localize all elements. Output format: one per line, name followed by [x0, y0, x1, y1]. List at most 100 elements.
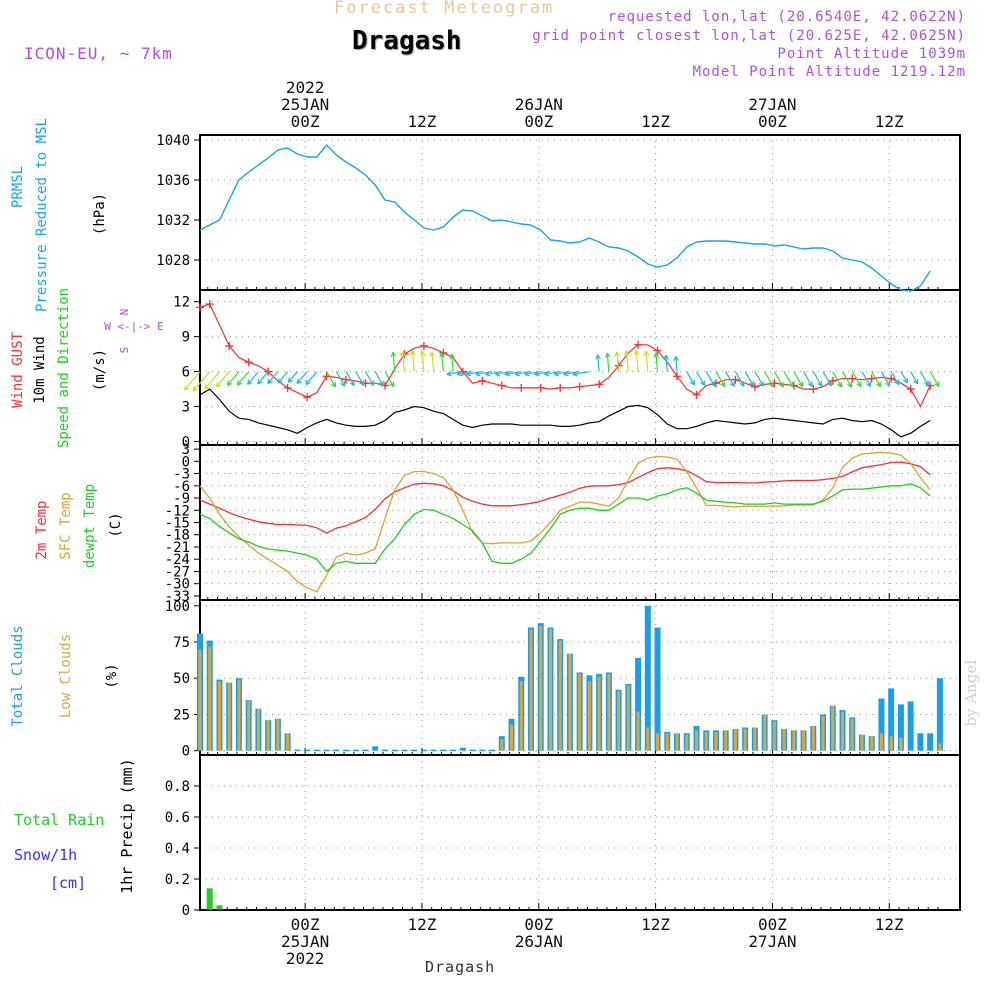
- low-cloud-bar: [733, 728, 737, 751]
- temp2m-line: [199, 461, 931, 534]
- wind-arrow-head: [429, 351, 436, 357]
- total-cloud-bar: [635, 657, 642, 751]
- top-time-label: 26JAN: [515, 95, 563, 114]
- wind-arrow: [803, 371, 813, 387]
- wind-arrow-head: [846, 382, 853, 388]
- wind-arrow: [822, 371, 832, 387]
- low-cloud-bar: [724, 730, 728, 751]
- low-cloud-bar: [286, 733, 290, 751]
- wind-arrow: [606, 352, 610, 372]
- temperature-panel: 30-3-6-9-12-15-18-21-24-27-30-33: [165, 442, 961, 605]
- wind-arrow-head: [389, 381, 395, 388]
- wind-arrow: [296, 371, 308, 384]
- wind-arrow: [441, 352, 444, 372]
- top-time-label: 00Z: [524, 112, 553, 131]
- wind-arrow: [890, 371, 900, 385]
- wind-arrow: [764, 371, 774, 388]
- wind-arrow-head: [748, 380, 755, 387]
- y-tick-label: -3: [173, 467, 190, 483]
- low-cloud-bar: [811, 726, 815, 751]
- gust-marker: [283, 383, 292, 392]
- y-tick-label: 0.4: [165, 841, 190, 857]
- total-cloud-bar: [917, 733, 924, 751]
- compass-s: S: [118, 347, 131, 354]
- wind-arrow-head: [903, 377, 909, 384]
- bottom-time-label: 26JAN: [515, 932, 563, 951]
- sfc-temp-label: SFC Temp: [58, 492, 74, 559]
- wind-arrow: [880, 371, 891, 387]
- bottom-time-label: 12Z: [408, 915, 437, 934]
- wind-arrow-head: [856, 381, 862, 388]
- supertitle: Forecast Meteogram: [334, 0, 555, 18]
- clouds-unit: (%): [104, 663, 120, 688]
- y-tick-label: -18: [165, 528, 190, 544]
- wind-arrow: [871, 371, 881, 387]
- gust-marker: [731, 375, 740, 384]
- low-cloud-bar: [626, 685, 630, 751]
- closest-coords: grid point closest lon,lat (20.625E, 42.…: [532, 28, 966, 44]
- gust-marker: [673, 372, 682, 381]
- total-cloud-bar: [878, 698, 885, 751]
- wind-arrow: [655, 352, 659, 372]
- pressure-label: PRMSL: [10, 166, 26, 208]
- low-cloud-bar: [198, 649, 202, 751]
- wind-arrow: [277, 371, 289, 384]
- wind-arrow: [257, 371, 269, 385]
- gust-marker: [225, 341, 234, 350]
- gust-marker: [906, 385, 915, 394]
- wind-arrow: [744, 371, 754, 387]
- low-cloud-bar: [899, 737, 903, 751]
- gust-marker: [653, 346, 662, 355]
- wind-arrow-head: [236, 380, 243, 386]
- wind-arrow: [402, 351, 406, 372]
- low-cloud-bar: [607, 673, 611, 751]
- wind-arrow-head: [798, 381, 804, 388]
- total-cloud-bar: [644, 605, 651, 751]
- wind-arrow: [841, 371, 853, 388]
- wind-arrow-head: [689, 379, 695, 386]
- low-cloud-bar: [617, 691, 621, 751]
- top-time-label: 12Z: [408, 112, 437, 131]
- wind-arrow: [675, 356, 678, 372]
- wind-arrow: [725, 371, 735, 387]
- y-tick-label: 1032: [156, 213, 190, 229]
- top-time-label: 00Z: [758, 112, 787, 131]
- wind-arrow: [226, 371, 240, 386]
- wind-arrow: [384, 371, 395, 387]
- low-cloud-bar: [500, 739, 504, 751]
- wind-arrow-head: [768, 381, 775, 388]
- wind-arrow: [192, 371, 211, 392]
- wind-arrow: [411, 350, 415, 372]
- wind-arrow: [204, 371, 220, 390]
- bottom-time-label: 2022: [286, 949, 325, 968]
- gust-marker: [303, 393, 312, 402]
- gust-marker: [556, 383, 565, 392]
- total-cloud-bar: [304, 749, 311, 752]
- low-cloud-bar: [685, 734, 689, 751]
- wind-arrow-head: [739, 381, 745, 387]
- low-cloud-bar: [256, 708, 260, 751]
- bottom-time-label: 00Z: [524, 915, 553, 934]
- wind-arrow-head: [215, 381, 222, 388]
- wind-arrow-head: [504, 370, 511, 377]
- wind-arrow-head: [524, 370, 530, 377]
- wind-arrow: [216, 371, 230, 388]
- low-cloud-bar: [743, 728, 747, 751]
- pressure-reduced-label: Pressure Reduced to MSL: [34, 118, 50, 312]
- low-cloud-bar: [208, 646, 212, 751]
- low-cloud-bar: [597, 676, 601, 751]
- wind-arrow: [616, 351, 620, 372]
- gust-marker: [536, 383, 545, 392]
- y-tick-label: -15: [165, 516, 190, 532]
- gust-marker: [867, 374, 876, 383]
- wind-arrow-head: [340, 381, 346, 387]
- total-cloud-bar: [352, 749, 359, 752]
- low-cloud-bar: [879, 733, 883, 751]
- bottom-time-label: 00Z: [291, 915, 320, 934]
- wind-arrow-head: [277, 378, 283, 384]
- wind-arrow-head: [378, 380, 384, 387]
- total-cloud-bar: [440, 749, 447, 752]
- total-cloud-bar: [372, 746, 379, 751]
- wind-arrow-head: [204, 384, 210, 390]
- total-cloud-bar: [333, 749, 340, 752]
